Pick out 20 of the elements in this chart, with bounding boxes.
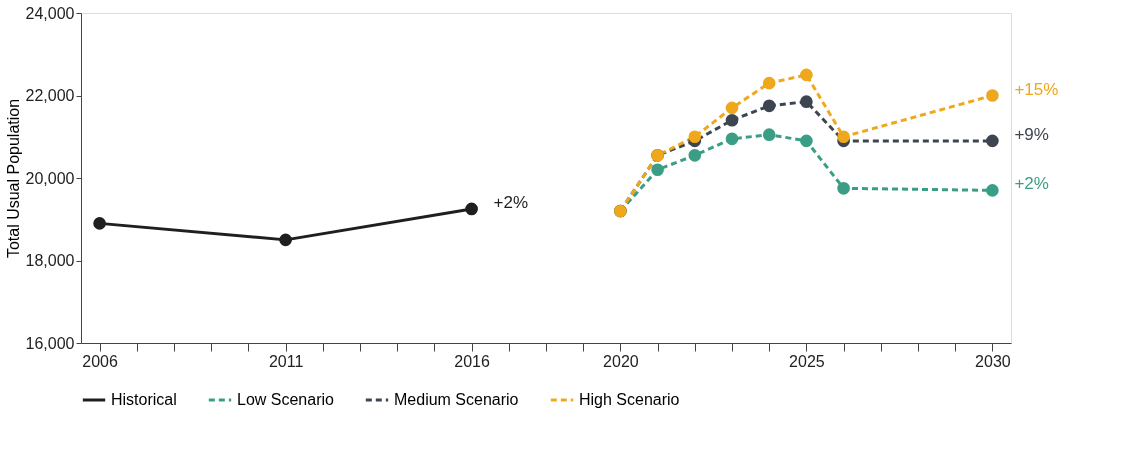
legend-label: High Scenario bbox=[579, 391, 680, 408]
y-tick-label: 24,000 bbox=[25, 4, 75, 22]
y-tick-label: 20,000 bbox=[25, 169, 75, 187]
y-axis-title: Total Usual Population bbox=[4, 98, 22, 259]
annotation: +15% bbox=[1014, 79, 1059, 99]
x-tick-label: 2020 bbox=[603, 352, 639, 370]
annotation: +2% bbox=[1014, 174, 1049, 194]
y-tick-label: 22,000 bbox=[25, 87, 75, 104]
x-tick-label: 2011 bbox=[268, 352, 304, 370]
x-tick-label: 2025 bbox=[789, 352, 825, 370]
x-tick-label: 2030 bbox=[975, 352, 1011, 370]
annotation: +9% bbox=[1014, 124, 1049, 144]
x-tick-label: 2006 bbox=[82, 352, 118, 370]
y-tick-label: 18,000 bbox=[25, 252, 75, 269]
y-tick-label: 16,000 bbox=[25, 334, 75, 352]
annotation: +2% bbox=[493, 192, 529, 212]
legend-label: Historical bbox=[111, 391, 177, 408]
legend-label: Low Scenario bbox=[237, 391, 335, 408]
x-tick-label: 2016 bbox=[454, 352, 490, 370]
legend-label: Medium Scenario bbox=[394, 391, 519, 408]
